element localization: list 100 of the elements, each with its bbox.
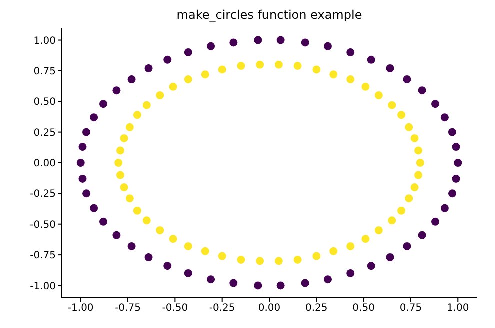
- point: [403, 242, 412, 250]
- point: [112, 86, 121, 95]
- point: [440, 114, 449, 122]
- y-tick-label: -1.00: [30, 281, 56, 292]
- x-tick-label: 0.50: [352, 303, 375, 314]
- point: [386, 254, 394, 262]
- y-tick-label: 1.00: [34, 36, 56, 47]
- point: [207, 276, 216, 284]
- point: [388, 216, 396, 225]
- point: [184, 48, 192, 57]
- point: [367, 262, 376, 270]
- y-tick-label: -0.50: [30, 220, 56, 231]
- point: [201, 247, 210, 256]
- point: [78, 174, 87, 183]
- point: [116, 146, 124, 155]
- point: [330, 247, 338, 256]
- point: [324, 276, 332, 284]
- point: [405, 194, 414, 203]
- point: [184, 242, 192, 250]
- chart-title: make_circles function example: [176, 8, 364, 22]
- point: [346, 269, 355, 278]
- point: [301, 38, 310, 47]
- point: [386, 64, 394, 72]
- point: [374, 226, 383, 234]
- point: [330, 70, 338, 79]
- point: [120, 184, 128, 192]
- point: [169, 235, 178, 244]
- point: [76, 159, 85, 167]
- point: [294, 62, 302, 70]
- point: [346, 48, 355, 57]
- point: [78, 143, 87, 152]
- point: [454, 159, 462, 167]
- point: [237, 256, 246, 264]
- point: [90, 114, 98, 122]
- point: [254, 36, 262, 44]
- point: [144, 254, 153, 262]
- point: [114, 159, 123, 167]
- point: [448, 128, 456, 136]
- point: [126, 123, 134, 132]
- point: [169, 82, 178, 91]
- point: [452, 174, 460, 183]
- x-tick-label: -0.25: [209, 303, 236, 314]
- point: [256, 60, 264, 69]
- point: [156, 92, 164, 100]
- point: [367, 56, 376, 64]
- x-tick-label: 0.75: [400, 303, 422, 314]
- point: [346, 242, 355, 250]
- point: [432, 100, 440, 108]
- point: [301, 279, 310, 288]
- y-tick-label: -0.75: [30, 250, 56, 262]
- point: [142, 216, 151, 225]
- x-tick-label: 1.00: [447, 303, 470, 314]
- point: [133, 111, 142, 120]
- point: [414, 146, 423, 155]
- point: [418, 231, 426, 240]
- point: [276, 282, 285, 290]
- point: [346, 76, 355, 84]
- point: [184, 269, 192, 278]
- point: [128, 242, 136, 250]
- point: [362, 82, 370, 91]
- point: [440, 204, 449, 212]
- point: [207, 42, 216, 50]
- point: [112, 231, 121, 240]
- point: [116, 171, 124, 180]
- point: [398, 206, 406, 215]
- point: [82, 128, 91, 136]
- point: [312, 252, 321, 260]
- point: [414, 171, 423, 180]
- point: [230, 279, 238, 288]
- y-tick-label: 0.25: [34, 128, 56, 139]
- point: [90, 204, 98, 212]
- point: [452, 143, 460, 152]
- x-tick-label: -0.75: [115, 303, 141, 314]
- point: [144, 64, 153, 72]
- point: [184, 76, 192, 84]
- point: [388, 101, 396, 110]
- point: [274, 60, 283, 69]
- point: [218, 66, 226, 74]
- point: [403, 76, 412, 84]
- x-tick-label: -1.00: [68, 303, 94, 314]
- y-tick-label: 0.50: [34, 97, 56, 108]
- y-tick-label: 0.00: [34, 158, 56, 170]
- point: [276, 36, 285, 44]
- y-tick-label: 0.75: [34, 66, 56, 78]
- point: [254, 282, 262, 290]
- point: [274, 257, 283, 266]
- point: [398, 111, 406, 120]
- point: [294, 256, 302, 264]
- point: [410, 184, 419, 192]
- point: [416, 159, 424, 167]
- point: [100, 100, 108, 108]
- point: [201, 70, 210, 79]
- point: [256, 257, 264, 266]
- point: [324, 42, 332, 50]
- point: [448, 190, 456, 198]
- point: [405, 123, 414, 132]
- point: [164, 262, 172, 270]
- y-tick-label: -0.25: [30, 189, 56, 200]
- point: [418, 86, 426, 95]
- point: [82, 190, 91, 198]
